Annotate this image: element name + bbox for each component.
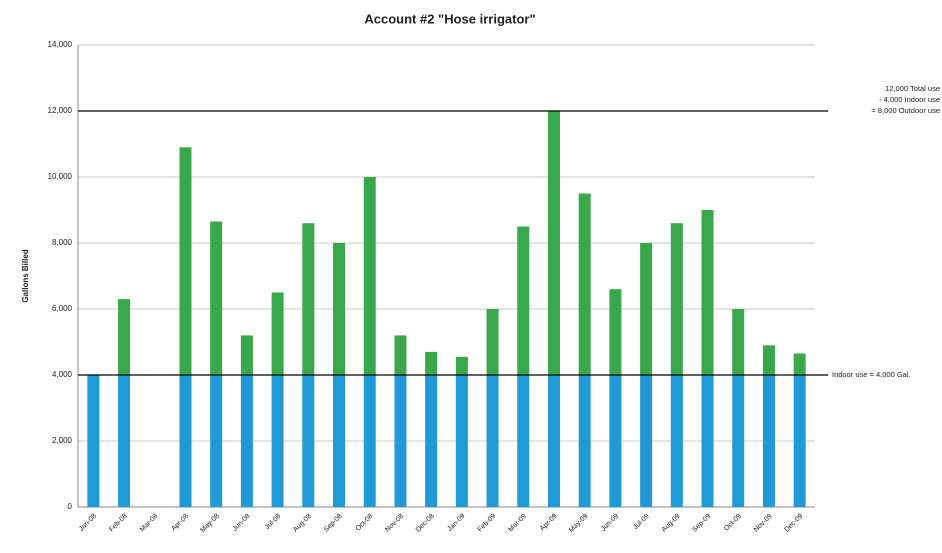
bar-segment bbox=[425, 351, 438, 375]
bar-segment bbox=[240, 335, 253, 375]
y-tick-label: 2,000 bbox=[52, 436, 73, 445]
x-tick-label: Aug-08 bbox=[292, 513, 313, 534]
x-tick-label: Mar-08 bbox=[139, 513, 160, 534]
x-tick-label: Feb-08 bbox=[108, 513, 129, 534]
x-tick-label: Apr-09 bbox=[539, 513, 559, 533]
bar-segment bbox=[271, 292, 284, 375]
bar-segment bbox=[118, 299, 131, 375]
bar-segment bbox=[240, 375, 253, 507]
x-tick-label: Jul-08 bbox=[264, 513, 283, 532]
x-tick-label: Mar-09 bbox=[507, 513, 528, 534]
x-tick-label: Jun-08 bbox=[232, 513, 252, 533]
bar-segment bbox=[394, 335, 407, 375]
bar-segment bbox=[547, 111, 560, 375]
bar-segment bbox=[486, 375, 499, 507]
bar-segment bbox=[455, 356, 468, 375]
x-tick-label: Sep-08 bbox=[323, 513, 344, 534]
x-tick-label: Jan-08 bbox=[78, 513, 98, 533]
x-tick-label: Feb-09 bbox=[477, 513, 498, 534]
bar-segment bbox=[793, 375, 806, 507]
bar-segment bbox=[333, 375, 346, 507]
x-tick-label: Jan-09 bbox=[446, 513, 466, 533]
bar-segment bbox=[762, 375, 775, 507]
bar-segment bbox=[302, 223, 315, 375]
bar-segment bbox=[179, 147, 192, 375]
bar-segment bbox=[640, 375, 653, 507]
bar-segment bbox=[486, 309, 499, 375]
x-tick-label: Jul-09 bbox=[632, 513, 651, 532]
bar-segment bbox=[670, 375, 683, 507]
reference-label: - 4,000 Indoor use bbox=[879, 95, 940, 104]
x-tick-label: Nov-09 bbox=[753, 513, 774, 534]
bar-segment bbox=[425, 375, 438, 507]
x-tick-label: Dec-09 bbox=[783, 513, 804, 534]
bar-segment bbox=[210, 221, 223, 375]
bar-segment bbox=[701, 375, 714, 507]
bar-segment bbox=[210, 375, 223, 507]
y-tick-label: 12,000 bbox=[48, 106, 73, 115]
bar-segment bbox=[578, 193, 591, 375]
bar-segment bbox=[670, 223, 683, 375]
x-tick-label: Oct-08 bbox=[355, 513, 375, 533]
y-tick-label: 6,000 bbox=[52, 304, 73, 313]
x-tick-label: May-08 bbox=[199, 513, 221, 535]
bar-segment bbox=[640, 243, 653, 375]
bar-segment bbox=[455, 375, 468, 507]
bar-segment bbox=[271, 375, 284, 507]
y-axis-label: Gallons Billed bbox=[21, 249, 30, 302]
y-tick-label: 0 bbox=[68, 502, 73, 511]
bar-segment bbox=[609, 375, 622, 507]
bar-segment bbox=[87, 375, 100, 507]
x-tick-label: Oct-09 bbox=[723, 513, 743, 533]
bar-segment bbox=[333, 243, 346, 375]
bar-segment bbox=[701, 210, 714, 375]
bar-segment bbox=[547, 375, 560, 507]
bar-segment bbox=[762, 345, 775, 375]
reference-label: = 8,000 Outdoor use bbox=[871, 106, 940, 115]
reference-label: 12,000 Total use bbox=[885, 84, 940, 93]
x-tick-label: Nov-08 bbox=[384, 513, 405, 534]
bar-segment bbox=[793, 353, 806, 375]
bar-segment bbox=[609, 289, 622, 375]
x-tick-label: Jun-09 bbox=[600, 513, 620, 533]
bar-segment bbox=[394, 375, 407, 507]
bar-segment bbox=[302, 375, 315, 507]
x-tick-label: Aug-09 bbox=[661, 513, 682, 534]
bar-segment bbox=[517, 226, 530, 375]
bar-segment bbox=[732, 375, 745, 507]
reference-label: Indoor use = 4,000 Gal. bbox=[832, 370, 911, 379]
y-tick-label: 10,000 bbox=[48, 172, 73, 181]
bar-segment bbox=[517, 375, 530, 507]
y-tick-label: 14,000 bbox=[48, 40, 73, 49]
x-tick-label: Dec-08 bbox=[415, 513, 436, 534]
bar-segment bbox=[732, 309, 745, 375]
bar-segment bbox=[179, 375, 192, 507]
bar-segment bbox=[363, 177, 376, 375]
bar-segment bbox=[363, 375, 376, 507]
x-tick-label: Sep-09 bbox=[691, 513, 712, 534]
chart-title: Account #2 "Hose irrigator" bbox=[364, 11, 535, 26]
y-tick-label: 8,000 bbox=[52, 238, 73, 247]
x-tick-label: Apr-08 bbox=[170, 513, 190, 533]
x-tick-label: May-09 bbox=[568, 513, 590, 535]
bar-segment bbox=[578, 375, 591, 507]
bar-segment bbox=[118, 375, 131, 507]
y-tick-label: 4,000 bbox=[52, 370, 73, 379]
